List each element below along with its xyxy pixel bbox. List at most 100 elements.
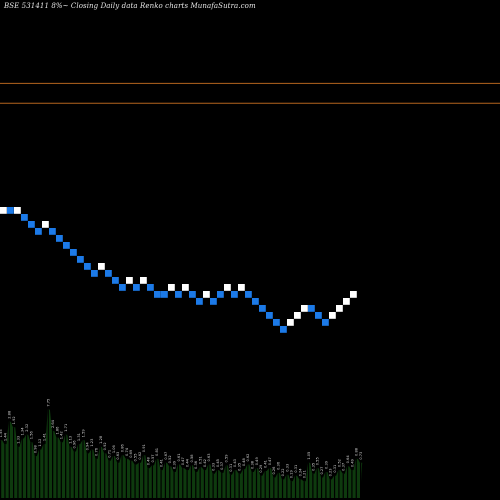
volume-bar	[186, 470, 188, 498]
volume-label: 0.21	[303, 470, 307, 478]
volume-label: 0.67	[164, 452, 168, 460]
volume-label: 0.35	[238, 463, 242, 471]
volume-bar	[160, 470, 162, 498]
volume-bar	[104, 453, 106, 498]
renko-brick-up	[168, 284, 175, 291]
volume-label: 0.49	[255, 457, 259, 466]
volume-bar	[212, 473, 214, 498]
renko-brick-up	[238, 284, 245, 291]
volume-label: 0.98	[34, 444, 38, 453]
volume-label: 1.44	[3, 432, 7, 441]
volume-label: 0.33	[212, 463, 216, 471]
volume-bar	[312, 473, 314, 498]
volume-label: 0.58	[190, 454, 194, 463]
volume-bar	[30, 442, 32, 498]
volume-bar	[251, 471, 253, 498]
volume-label: 0.31	[229, 464, 233, 472]
renko-brick-up	[301, 305, 308, 312]
volume-bar	[34, 456, 36, 498]
renko-brick-down	[56, 235, 63, 242]
volume-bar	[277, 472, 279, 498]
volume-bar	[169, 466, 171, 498]
volume-label: 0.94	[86, 442, 90, 451]
volume-label: 1.71	[64, 424, 68, 432]
volume-bar	[21, 438, 23, 498]
renko-brick-down	[63, 242, 70, 249]
volume-bar	[151, 465, 154, 498]
volume-label: 0.44	[186, 458, 190, 467]
volume-bar	[91, 449, 93, 498]
volume-label: 0.51	[199, 456, 203, 464]
volume-label: 0.55	[133, 454, 137, 462]
renko-brick-down	[7, 207, 14, 214]
volume-label: 0.47	[268, 457, 272, 465]
volume-label: 0.38	[251, 460, 255, 469]
renko-brick-down	[147, 284, 154, 291]
volume-bar	[117, 462, 119, 498]
volume-label: 0.36	[277, 461, 281, 470]
renko-brick-down	[189, 291, 196, 298]
volume-label: 0.61	[177, 454, 181, 462]
volume-bar	[8, 421, 10, 498]
volume-bar	[130, 460, 132, 498]
renko-brick-up	[203, 291, 210, 298]
volume-bar	[303, 481, 305, 498]
volume-label: 0.86	[120, 444, 124, 453]
renko-brick-down	[49, 228, 56, 235]
volume-bar	[82, 440, 84, 498]
renko-brick-up	[294, 312, 301, 319]
volume-label: 0.64	[346, 455, 350, 464]
volume-bar	[47, 409, 49, 498]
renko-brick-up	[350, 291, 357, 298]
volume-bar	[294, 475, 297, 498]
volume-label: 0.36	[194, 460, 198, 469]
volume-label: 0.63	[116, 452, 120, 460]
volume-bar	[99, 446, 101, 498]
volume-label: 0.31	[294, 465, 298, 473]
volume-bar	[290, 481, 292, 498]
renko-brick-down	[217, 291, 224, 298]
volume-label: 2.32	[25, 424, 29, 432]
volume-label: 0.29	[259, 464, 263, 473]
volume-bar	[320, 477, 323, 498]
renko-brick-down	[308, 305, 315, 312]
renko-brick-down	[77, 256, 84, 263]
volume-bar	[281, 479, 284, 498]
volume-bar	[333, 475, 336, 498]
volume-bar	[234, 470, 236, 498]
volume-label: 1.31	[77, 433, 81, 441]
volume-bar	[86, 453, 88, 498]
renko-brick-up	[126, 277, 133, 284]
volume-area	[0, 409, 363, 498]
volume-label: 0.19	[290, 470, 294, 479]
renko-brick-down	[196, 298, 203, 305]
volume-label: 1.34	[21, 427, 25, 436]
volume-label: 0.59	[225, 454, 229, 463]
renko-brick-up	[42, 221, 49, 228]
volume-label: 7.75	[47, 399, 51, 407]
volume-bar	[39, 449, 41, 498]
volume-bar	[143, 455, 145, 498]
volume-bar	[147, 468, 149, 498]
volume-bar	[164, 462, 167, 498]
volume-bar	[355, 458, 357, 498]
renko-brick-down	[231, 291, 238, 298]
volume-label: 1.59	[81, 429, 85, 438]
renko-brick-down	[322, 319, 329, 326]
renko-brick-up	[182, 284, 189, 291]
volume-bar	[264, 471, 266, 498]
renko-brick-down	[161, 291, 168, 298]
volume-label: 1.92	[12, 416, 16, 424]
volume-bar	[73, 451, 75, 498]
volume-label: 1.12	[38, 439, 42, 447]
volume-label: 1.56	[29, 430, 33, 439]
volume-label: 0.31	[333, 465, 337, 473]
renko-brick-down	[28, 221, 35, 228]
chart-title: BSE 531411 8%~ Closing Daily data Renko …	[4, 2, 256, 10]
volume-label: 0.41	[159, 459, 163, 467]
volume-bar	[43, 444, 45, 498]
volume-label: 0.39	[172, 460, 176, 469]
volume-bar	[182, 468, 184, 498]
renko-brick-up	[287, 319, 294, 326]
